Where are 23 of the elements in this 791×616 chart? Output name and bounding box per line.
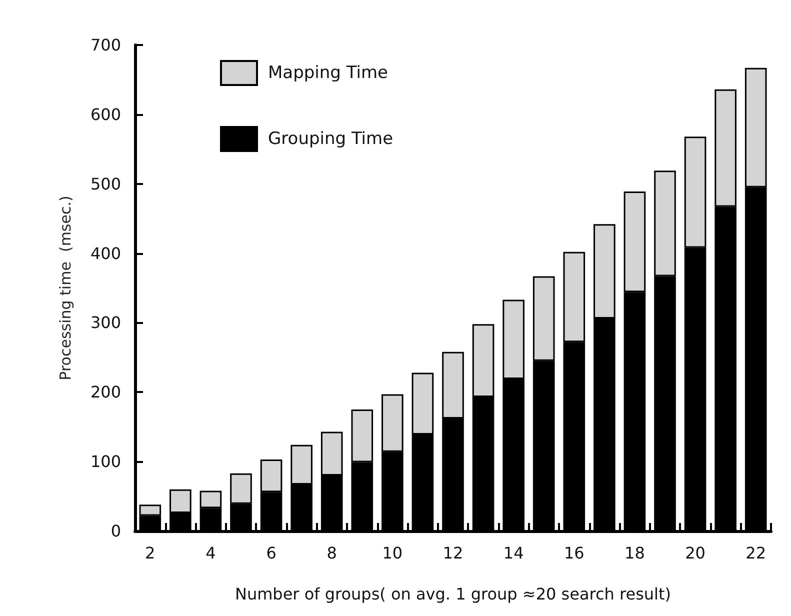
y-tick-label: 100 <box>90 452 121 472</box>
legend-label: Grouping Time <box>268 129 394 149</box>
y-tick-label: 0 <box>110 522 121 540</box>
x-tick-label: 6 <box>266 544 276 562</box>
y-tick-label: 400 <box>90 244 121 263</box>
y-tick-label: 300 <box>90 313 121 332</box>
y-tick-label: 200 <box>90 382 121 402</box>
x-tick-label: 22 <box>746 544 766 562</box>
x-tick-label: 10 <box>382 544 403 562</box>
x-tick-label: 14 <box>503 544 524 562</box>
y-tick-label: 700 <box>90 36 121 54</box>
legend-label: Mapping Time <box>268 63 388 83</box>
y-axis-title: Processing time (msec.) <box>56 196 74 380</box>
x-tick-label: 2 <box>145 544 156 562</box>
x-tick-label: 18 <box>624 544 645 562</box>
y-tick-label: 500 <box>90 174 121 194</box>
x-tick-label: 4 <box>206 544 216 562</box>
x-tick-label: 8 <box>326 544 337 562</box>
x-tick-label: 20 <box>685 544 706 562</box>
x-tick-label: 16 <box>564 544 584 562</box>
x-tick-label: 12 <box>442 544 464 562</box>
x-axis-title: Number of groups( on avg. 1 group ≈20 search result) <box>234 584 672 604</box>
y-tick-label: 600 <box>90 104 121 124</box>
